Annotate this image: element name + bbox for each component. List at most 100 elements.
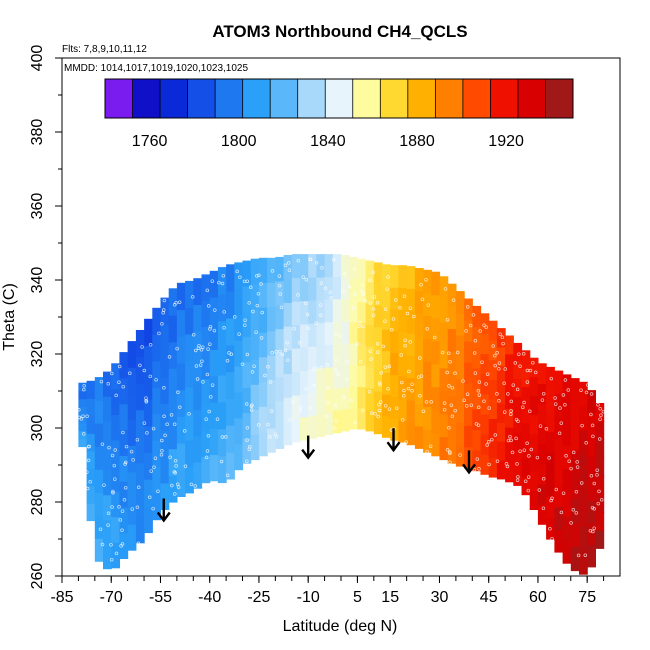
sample-point bbox=[277, 274, 282, 278]
field-cell bbox=[496, 384, 506, 404]
field-cell bbox=[242, 412, 252, 439]
sample-point bbox=[113, 448, 117, 452]
field-cell bbox=[579, 453, 588, 479]
sample-point bbox=[121, 430, 125, 435]
field-cell bbox=[414, 268, 424, 292]
field-cell bbox=[464, 404, 473, 427]
field-cell bbox=[595, 421, 605, 440]
sample-point bbox=[508, 434, 512, 439]
sample-point bbox=[418, 356, 422, 360]
field-cell bbox=[406, 266, 416, 289]
field-cell bbox=[78, 382, 88, 392]
field-cell bbox=[480, 454, 490, 475]
sample-point bbox=[501, 341, 505, 346]
field-cell bbox=[579, 429, 588, 455]
sample-point bbox=[341, 289, 345, 293]
sample-point bbox=[473, 339, 478, 343]
sample-point bbox=[194, 364, 199, 368]
sample-point bbox=[165, 422, 169, 427]
field-cell bbox=[554, 416, 564, 440]
field-cell bbox=[111, 363, 120, 390]
colorbar-swatch bbox=[270, 79, 298, 118]
sample-point bbox=[274, 350, 279, 354]
sample-point bbox=[194, 348, 198, 353]
sample-point bbox=[368, 349, 373, 354]
field-cell bbox=[201, 352, 211, 380]
field-cell bbox=[316, 345, 326, 369]
field-cell bbox=[472, 388, 482, 410]
sample-point bbox=[138, 363, 142, 368]
sample-points bbox=[77, 257, 606, 562]
sample-point bbox=[592, 507, 596, 511]
field-cell bbox=[324, 344, 334, 368]
field-cell bbox=[152, 466, 162, 494]
field-cell bbox=[185, 413, 194, 441]
field-cell bbox=[431, 432, 441, 457]
x-tick-label: 5 bbox=[353, 589, 362, 606]
sample-point bbox=[495, 350, 499, 355]
field-cell bbox=[554, 438, 564, 462]
field-cell bbox=[234, 391, 244, 419]
sample-point bbox=[225, 473, 230, 477]
field-cell bbox=[152, 307, 162, 335]
field-cell bbox=[341, 299, 350, 322]
sample-point bbox=[429, 400, 433, 404]
field-cell bbox=[341, 277, 350, 300]
sample-point bbox=[361, 292, 365, 296]
field-cell bbox=[111, 491, 120, 518]
sample-point bbox=[212, 328, 217, 333]
sample-point bbox=[386, 275, 390, 279]
sample-point bbox=[394, 298, 398, 302]
field-cell bbox=[398, 353, 408, 377]
sample-point bbox=[597, 437, 602, 441]
sample-point bbox=[521, 352, 526, 356]
sample-point bbox=[528, 409, 532, 414]
sample-point bbox=[81, 414, 85, 418]
sample-point bbox=[531, 360, 535, 365]
sample-point bbox=[377, 408, 382, 413]
field-cell bbox=[537, 443, 547, 465]
sample-point bbox=[219, 459, 224, 464]
sample-point bbox=[351, 306, 356, 311]
field-cell bbox=[431, 271, 441, 296]
sample-point bbox=[336, 372, 340, 377]
sample-point bbox=[88, 480, 92, 484]
sample-point bbox=[550, 496, 554, 501]
field-cell bbox=[570, 402, 580, 427]
field-cell bbox=[390, 265, 399, 288]
sample-point bbox=[554, 487, 559, 492]
sample-point bbox=[449, 403, 454, 407]
sample-point bbox=[147, 495, 152, 500]
field-cell bbox=[324, 254, 334, 278]
field-cell bbox=[554, 393, 564, 417]
sample-point bbox=[329, 296, 333, 300]
field-cell bbox=[546, 388, 555, 411]
sample-point bbox=[259, 336, 264, 340]
field-cell bbox=[570, 498, 580, 523]
sample-point bbox=[465, 392, 470, 396]
sample-point bbox=[571, 508, 576, 512]
sample-point bbox=[292, 326, 296, 331]
field-cell bbox=[308, 277, 317, 301]
field-cell bbox=[529, 395, 539, 416]
sample-point bbox=[175, 482, 180, 487]
sample-point bbox=[361, 324, 365, 328]
field-cell bbox=[480, 313, 490, 334]
sample-point bbox=[458, 453, 462, 457]
field-cell bbox=[496, 441, 506, 461]
field-cell bbox=[201, 274, 211, 301]
field-cell bbox=[570, 426, 580, 451]
field-cell bbox=[398, 331, 408, 355]
sample-point bbox=[428, 444, 433, 448]
field-cell bbox=[570, 450, 580, 475]
sample-point bbox=[505, 464, 510, 469]
sample-point bbox=[421, 409, 426, 413]
sample-point bbox=[220, 435, 225, 439]
sample-point bbox=[110, 453, 115, 458]
field-cell bbox=[135, 356, 145, 384]
sample-point bbox=[111, 489, 115, 494]
field-cell bbox=[439, 413, 449, 438]
field-cell bbox=[258, 332, 268, 358]
field-cell bbox=[496, 460, 506, 480]
sample-point bbox=[255, 274, 259, 278]
